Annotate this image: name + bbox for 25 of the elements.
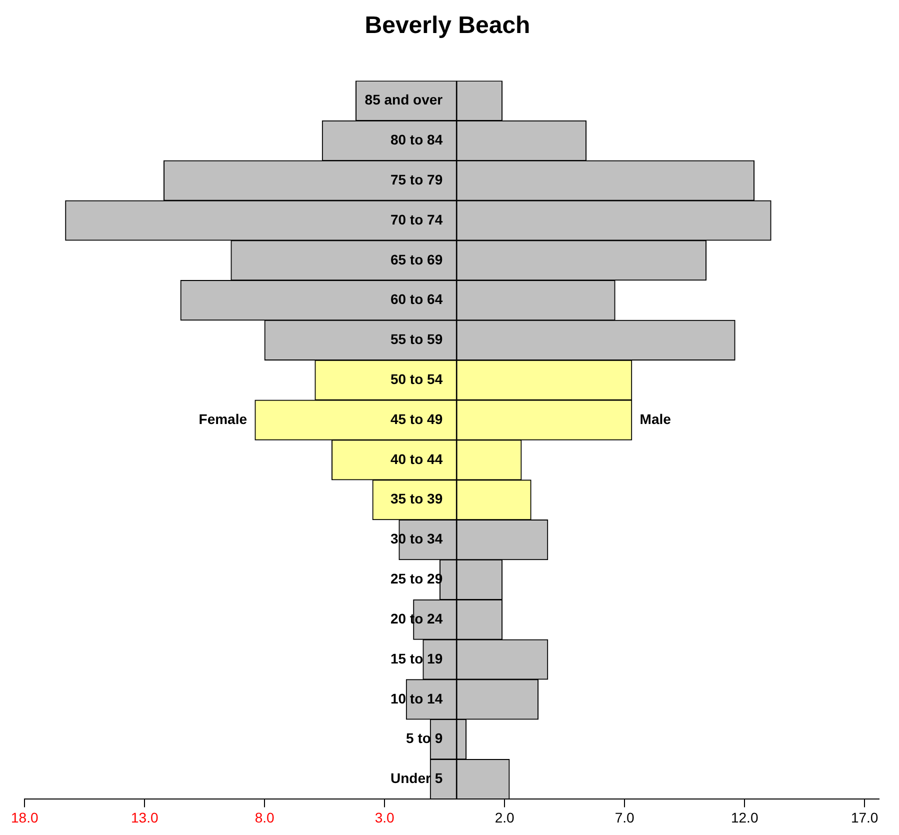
x-tick-label: 8.0 (254, 809, 275, 826)
y-tick-label: 15 to 19 (390, 650, 443, 666)
y-tick-label: 5 to 9 (406, 730, 443, 746)
y-tick-label: 45 to 49 (390, 410, 443, 427)
x-tick-label: 2.0 (494, 809, 515, 826)
x-tick-label: 12.0 (730, 809, 758, 826)
y-tick-label: 55 to 59 (390, 331, 443, 348)
series-label: Female (198, 410, 248, 427)
x-tick-label: 13.0 (130, 809, 158, 826)
x-tick-label: 17.0 (850, 809, 878, 826)
y-tick-label: 75 to 79 (390, 171, 443, 188)
y-tick-label: 40 to 44 (390, 450, 443, 467)
y-tick-label: 65 to 69 (390, 251, 443, 268)
series-label: Male (640, 410, 672, 427)
y-tick-label: 85 and over (364, 92, 444, 108)
y-tick-label: 10 to 14 (390, 690, 443, 706)
chart-title: Beverly Beach (364, 12, 530, 40)
y-tick-label: 60 to 64 (390, 291, 443, 308)
y-tick-label: 80 to 84 (390, 132, 443, 148)
y-tick-label: 35 to 39 (390, 490, 443, 507)
x-tick-label: 3.0 (374, 809, 395, 826)
y-tick-label: 70 to 74 (390, 211, 443, 228)
x-tick-label: 18.0 (11, 809, 38, 826)
x-tick-label: 7.0 (614, 809, 635, 826)
y-tick-label: 50 to 54 (390, 370, 443, 387)
